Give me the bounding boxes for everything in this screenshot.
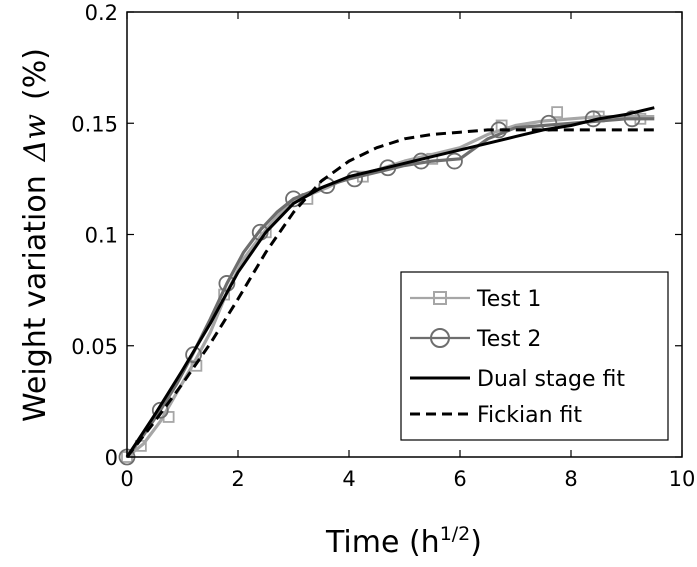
x-axis-title: Time (h1/2) xyxy=(325,523,482,560)
series-layer xyxy=(118,106,655,466)
y-tick-label: 0.2 xyxy=(85,1,118,25)
legend-marker-test-2 xyxy=(430,328,450,348)
data-point-test-2 xyxy=(151,401,169,419)
y-tick-label: 0.1 xyxy=(85,224,118,248)
series-fickian-fit xyxy=(125,128,655,458)
x-tick-label: 2 xyxy=(231,467,244,491)
x-tick-label: 6 xyxy=(453,467,466,491)
legend-item-dual-stage-fit: Dual stage fit xyxy=(410,367,625,392)
legend-label-fickian-fit: Fickian fit xyxy=(477,403,582,428)
series-dual-stage-fit xyxy=(125,106,655,458)
x-tick-label: 8 xyxy=(564,467,577,491)
data-point-test-1 xyxy=(551,106,564,119)
data-point-test-2 xyxy=(623,110,641,128)
legend-item-fickian-fit: Fickian fit xyxy=(410,403,582,428)
data-point-test-2 xyxy=(185,346,203,364)
legend-item-test-1: Test 1 xyxy=(410,287,541,312)
x-tick-label: 10 xyxy=(669,467,696,491)
y-tick-label: 0 xyxy=(105,446,118,470)
y-tick-label: 0.15 xyxy=(71,112,118,136)
legend-label-dual-stage-fit: Dual stage fit xyxy=(477,367,625,392)
axis-layer: 0 2 4 6 8 10 0 0.05 0.1 0.15 0.2 xyxy=(71,1,695,491)
series-line-test-1 xyxy=(125,114,655,459)
legend-marker-test-1 xyxy=(433,291,447,305)
y-tick-label: 0.05 xyxy=(71,335,118,359)
series-line-dual-stage-fit xyxy=(125,106,655,458)
legend-item-test-2: Test 2 xyxy=(410,327,541,352)
x-tick-label: 0 xyxy=(120,467,133,491)
x-tick-label: 4 xyxy=(342,467,355,491)
legend-label-test-2: Test 2 xyxy=(476,327,541,352)
y-axis-title: Weight variationΔw(%) xyxy=(18,48,53,422)
legend: Test 1 Test 2 Dual stage fit Fickian fit xyxy=(400,271,669,441)
series-line-fickian-fit xyxy=(125,128,655,458)
legend-label-test-1: Test 1 xyxy=(476,287,541,312)
data-point-test-2 xyxy=(446,152,463,170)
